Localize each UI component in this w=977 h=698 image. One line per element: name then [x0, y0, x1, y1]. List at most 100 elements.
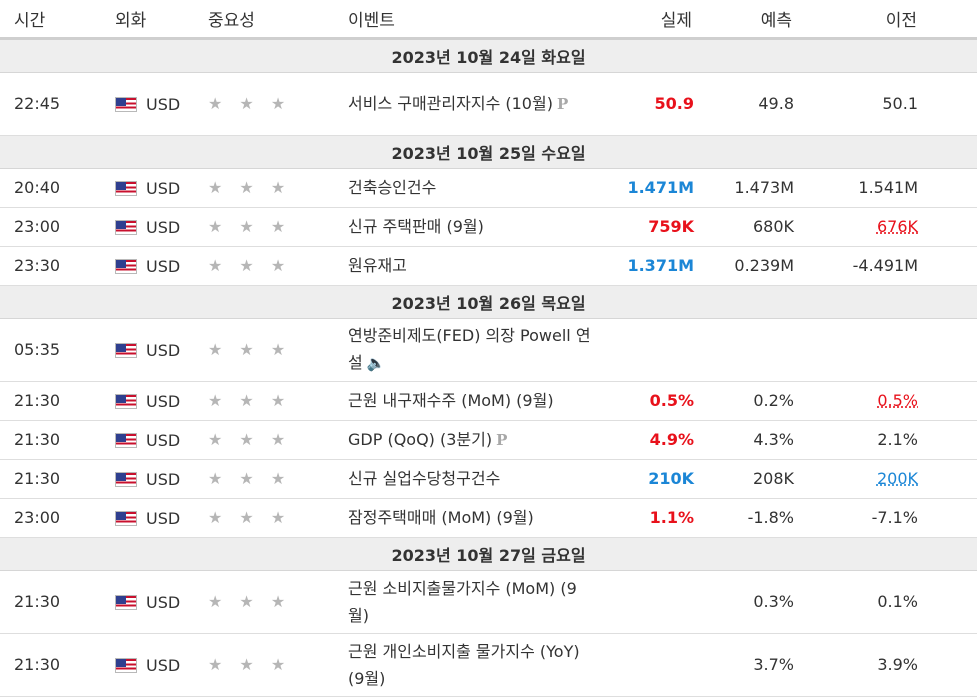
event-actual: 1.371M [594, 246, 694, 286]
header-forecast[interactable]: 예측 [694, 0, 794, 40]
header-event[interactable]: 이벤트 [340, 0, 594, 40]
us-flag-icon [115, 342, 137, 358]
event-previous: -7.1% [794, 498, 977, 538]
event-cell[interactable]: GDP (QoQ) (3분기) P [340, 420, 594, 460]
speaker-icon[interactable]: 🔈 [366, 354, 386, 372]
event-name-link[interactable]: 신규 주택판매 (9월) [348, 217, 484, 236]
preliminary-icon[interactable]: P [556, 94, 569, 113]
date-group-row: 2023년 10월 27일 금요일 [0, 536, 977, 571]
previous-value: -4.491M [852, 256, 918, 275]
event-name-link[interactable]: 건축승인건수 [348, 178, 437, 197]
event-time: 05:35 [0, 318, 113, 382]
previous-value[interactable]: 676K [876, 217, 918, 236]
event-forecast: 3.7% [694, 633, 794, 697]
preliminary-icon[interactable]: P [496, 430, 508, 449]
event-currency: USD [113, 207, 208, 247]
event-cell[interactable]: 근원 개인소비지출 물가지수 (YoY) (9월) [340, 633, 594, 697]
us-flag-icon [115, 96, 137, 112]
date-group-row: 2023년 10월 26일 목요일 [0, 284, 977, 319]
header-importance[interactable]: 중요성 [208, 0, 340, 40]
event-previous: -4.491M [794, 246, 977, 286]
event-forecast: -1.8% [694, 498, 794, 538]
event-row[interactable]: 20:40 USD ★ ★ ★ 건축승인건수 1.471M 1.473M 1.541M [0, 168, 977, 208]
currency-code: USD [146, 430, 181, 450]
currency-code: USD [146, 508, 181, 528]
event-name-link[interactable]: 근원 내구재수주 (MoM) (9월) [348, 391, 554, 410]
event-cell[interactable]: 잠정주택매매 (MoM) (9월) [340, 498, 594, 538]
event-actual: 4.9% [594, 420, 694, 460]
currency-code: USD [146, 94, 181, 114]
event-forecast: 0.2% [694, 381, 794, 421]
event-name-link[interactable]: 신규 실업수당청구건수 [348, 469, 501, 488]
event-actual [594, 633, 694, 697]
event-actual: 1.1% [594, 498, 694, 538]
event-cell[interactable]: 건축승인건수 [340, 168, 594, 208]
previous-value: 2.1% [877, 430, 918, 449]
currency-code: USD [146, 178, 181, 198]
event-row[interactable]: 05:35 USD ★ ★ ★ 연방준비제도(FED) 의장 Powell 연설 🔈 [0, 318, 977, 382]
event-actual: 210K [594, 459, 694, 499]
calendar-body: 2023년 10월 24일 화요일 22:45 USD ★ ★ ★ 서비스 구매관리자지… [0, 37, 977, 697]
event-forecast: 4.3% [694, 420, 794, 460]
event-forecast: 0.3% [694, 570, 794, 634]
event-row[interactable]: 21:30 USD ★ ★ ★ GDP (QoQ) (3분기) P 4.9% 4.3% 2.1… [0, 420, 977, 460]
previous-value[interactable]: 0.5% [877, 391, 918, 410]
event-forecast: 1.473M [694, 168, 794, 208]
importance-stars: ★ ★ ★ [208, 72, 340, 136]
event-time: 23:00 [0, 207, 113, 247]
event-row[interactable]: 23:30 USD ★ ★ ★ 원유재고 1.371M 0.239M -4.491M [0, 246, 977, 286]
event-forecast: 49.8 [694, 72, 794, 136]
event-cell[interactable]: 서비스 구매관리자지수 (10월) P [340, 72, 594, 136]
event-row[interactable]: 21:30 USD ★ ★ ★ 근원 소비지출물가지수 (MoM) (9월) 0.3% 0… [0, 570, 977, 634]
event-name-link[interactable]: 원유재고 [348, 256, 407, 275]
event-row[interactable]: 23:00 USD ★ ★ ★ 신규 주택판매 (9월) 759K 680K 676K [0, 207, 977, 247]
importance-stars: ★ ★ ★ [208, 570, 340, 634]
us-flag-icon [115, 258, 137, 274]
event-cell[interactable]: 신규 실업수당청구건수 [340, 459, 594, 499]
header-time[interactable]: 시간 [0, 0, 113, 40]
event-cell[interactable]: 연방준비제도(FED) 의장 Powell 연설 🔈 [340, 318, 594, 382]
importance-stars: ★ ★ ★ [208, 420, 340, 460]
event-currency: USD [113, 633, 208, 697]
event-name-link[interactable]: 근원 소비지출물가지수 (MoM) (9월) [348, 578, 577, 625]
date-label: 2023년 10월 24일 화요일 [0, 37, 977, 73]
event-cell[interactable]: 근원 내구재수주 (MoM) (9월) [340, 381, 594, 421]
event-time: 20:40 [0, 168, 113, 208]
event-time: 21:30 [0, 570, 113, 634]
event-row[interactable]: 22:45 USD ★ ★ ★ 서비스 구매관리자지수 (10월) P 50.9 49.8 5… [0, 72, 977, 136]
event-name-link[interactable]: 근원 개인소비지출 물가지수 (YoY) (9월) [348, 641, 580, 688]
event-cell[interactable]: 원유재고 [340, 246, 594, 286]
currency-code: USD [146, 469, 181, 489]
importance-stars: ★ ★ ★ [208, 459, 340, 499]
event-time: 21:30 [0, 459, 113, 499]
event-currency: USD [113, 318, 208, 382]
event-name-link[interactable]: GDP (QoQ) (3분기) [348, 429, 493, 449]
event-name-link[interactable]: 잠정주택매매 (MoM) (9월) [348, 508, 534, 527]
header-previous[interactable]: 이전 [794, 0, 977, 40]
importance-stars: ★ ★ ★ [208, 207, 340, 247]
date-label: 2023년 10월 26일 목요일 [0, 284, 977, 319]
previous-value: -7.1% [871, 508, 918, 527]
event-row[interactable]: 23:00 USD ★ ★ ★ 잠정주택매매 (MoM) (9월) 1.1% -1.8% -… [0, 498, 977, 538]
previous-value: 3.9% [877, 655, 918, 674]
event-currency: USD [113, 246, 208, 286]
event-row[interactable]: 21:30 USD ★ ★ ★ 신규 실업수당청구건수 210K 208K 200K [0, 459, 977, 499]
event-name-link[interactable]: 연방준비제도(FED) 의장 Powell 연설 [348, 326, 591, 372]
event-cell[interactable]: 근원 소비지출물가지수 (MoM) (9월) [340, 570, 594, 634]
event-row[interactable]: 21:30 USD ★ ★ ★ 근원 개인소비지출 물가지수 (YoY) (9월) 3.… [0, 633, 977, 697]
event-row[interactable]: 21:30 USD ★ ★ ★ 근원 내구재수주 (MoM) (9월) 0.5% 0.2%… [0, 381, 977, 421]
event-time: 21:30 [0, 381, 113, 421]
header-currency[interactable]: 외화 [113, 0, 208, 40]
event-currency: USD [113, 72, 208, 136]
event-forecast [694, 318, 794, 382]
previous-value: 0.1% [877, 592, 918, 611]
header-actual[interactable]: 실제 [594, 0, 694, 40]
event-name-link[interactable]: 서비스 구매관리자지수 (10월) [348, 93, 553, 113]
event-currency: USD [113, 459, 208, 499]
previous-value: 50.1 [882, 94, 918, 113]
event-cell[interactable]: 신규 주택판매 (9월) [340, 207, 594, 247]
event-forecast: 208K [694, 459, 794, 499]
previous-value[interactable]: 200K [876, 469, 918, 488]
date-label: 2023년 10월 25일 수요일 [0, 134, 977, 169]
